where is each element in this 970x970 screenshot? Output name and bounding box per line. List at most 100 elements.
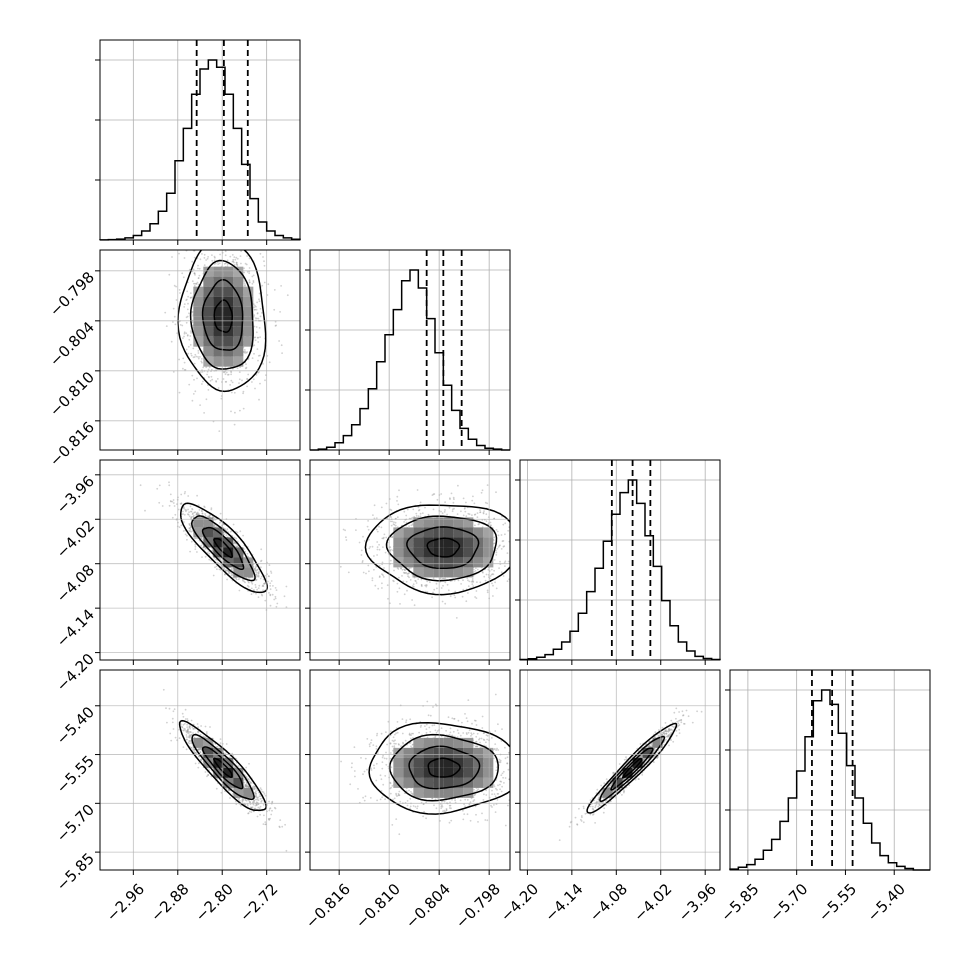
scatter-point xyxy=(267,283,270,286)
density-cell xyxy=(213,266,224,277)
scatter-point xyxy=(218,262,221,265)
scatter-point xyxy=(258,292,261,295)
scatter-point xyxy=(244,284,246,287)
scatter-point xyxy=(489,521,492,524)
scatter-point xyxy=(254,567,256,570)
scatter-point xyxy=(471,578,474,580)
scatter-point xyxy=(390,509,393,512)
scatter-point xyxy=(227,571,230,574)
scatter-point xyxy=(408,567,411,570)
density-cell xyxy=(433,517,444,528)
scatter-point xyxy=(186,246,188,248)
scatter-point xyxy=(235,263,238,266)
scatter-point xyxy=(460,583,462,585)
scatter-point xyxy=(220,237,222,239)
scatter-point xyxy=(444,509,446,511)
density-cell xyxy=(233,286,244,297)
scatter-point xyxy=(274,595,277,598)
density-cell xyxy=(233,326,244,337)
scatter-point xyxy=(449,595,452,598)
density-cell xyxy=(213,356,224,367)
scatter-point xyxy=(239,800,241,802)
scatter-point xyxy=(444,602,447,605)
scatter-point xyxy=(189,296,192,299)
scatter-point xyxy=(199,258,202,261)
scatter-point xyxy=(390,536,393,538)
scatter-point xyxy=(228,789,230,792)
density-cell xyxy=(223,336,234,347)
scatter-point xyxy=(206,551,209,554)
scatter-point xyxy=(381,587,383,589)
scatter-point xyxy=(203,505,206,508)
scatter-point xyxy=(257,587,260,589)
density-cell xyxy=(413,557,424,568)
scatter-point xyxy=(476,512,479,514)
scatter-point xyxy=(203,264,206,266)
scatter-point xyxy=(197,228,199,230)
scatter-point xyxy=(235,261,238,264)
scatter-point xyxy=(442,577,444,580)
scatter-point xyxy=(468,580,471,583)
scatter-point xyxy=(249,781,252,783)
density-cell xyxy=(413,537,424,548)
scatter-point xyxy=(389,515,392,518)
scatter-point xyxy=(446,513,448,516)
scatter-point xyxy=(502,575,505,577)
scatter-point xyxy=(201,538,204,540)
scatter-point xyxy=(361,560,364,562)
scatter-point xyxy=(254,568,256,571)
density-cell xyxy=(203,326,214,337)
scatter-point xyxy=(382,546,384,548)
scatter-point xyxy=(191,311,194,313)
scatter-point xyxy=(256,568,259,571)
scatter-point xyxy=(495,529,498,531)
scatter-point xyxy=(226,578,229,581)
scatter-point xyxy=(433,493,436,495)
scatter-point xyxy=(206,237,208,239)
scatter-point xyxy=(187,295,190,298)
scatter-point xyxy=(172,499,175,501)
density-cell xyxy=(223,266,234,277)
scatter-point xyxy=(226,265,229,268)
scatter-point xyxy=(517,591,519,593)
scatter-point xyxy=(280,285,282,287)
scatter-point xyxy=(514,543,516,545)
scatter-point xyxy=(208,366,211,369)
scatter-point xyxy=(258,371,260,373)
scatter-point xyxy=(178,358,181,361)
scatter-point xyxy=(269,585,272,587)
scatter-point xyxy=(192,512,194,515)
density-cell xyxy=(223,547,234,558)
scatter-point xyxy=(180,503,183,505)
scatter-point xyxy=(396,590,399,593)
contour-level-4 xyxy=(213,537,233,559)
scatter-point xyxy=(522,554,524,556)
scatter-point xyxy=(262,256,264,258)
scatter-point xyxy=(410,517,413,520)
scatter-point xyxy=(232,260,235,263)
scatter-point xyxy=(457,484,459,487)
scatter-point xyxy=(208,514,211,516)
scatter-point xyxy=(471,514,473,516)
scatter-point xyxy=(233,536,236,539)
scatter-point xyxy=(191,280,194,283)
scatter-point xyxy=(199,404,202,406)
scatter-point xyxy=(186,298,188,301)
density-cell xyxy=(193,306,204,317)
density-cell xyxy=(203,517,214,528)
scatter-point xyxy=(262,578,265,581)
scatter-point xyxy=(238,245,240,247)
density-cell xyxy=(203,286,214,297)
density-cell xyxy=(483,547,494,558)
scatter-point xyxy=(456,513,459,515)
scatter-point xyxy=(471,579,474,582)
scatter-point xyxy=(197,730,199,733)
scatter-point xyxy=(406,573,409,575)
scatter-point xyxy=(213,524,215,527)
scatter-point xyxy=(254,566,257,569)
density-cell xyxy=(193,286,204,297)
scatter-point xyxy=(483,575,486,578)
scatter-point xyxy=(360,554,363,556)
scatter-point xyxy=(487,568,490,571)
scatter-point xyxy=(209,726,211,728)
